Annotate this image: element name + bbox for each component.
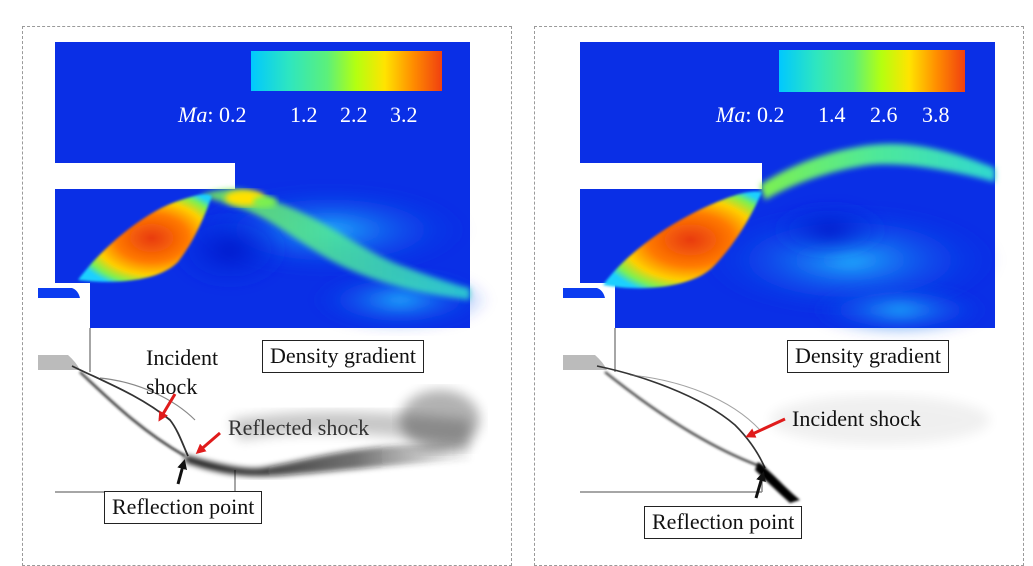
right-reflection-point-label: Reflection point <box>644 506 803 539</box>
left-colorbar-sep: : <box>207 102 214 127</box>
left-colorbar-var: Ma <box>178 102 208 127</box>
right-density-gradient-label: Density gradient <box>787 340 950 373</box>
reflected-shock-arrow <box>195 431 221 454</box>
right-schlieren <box>563 328 990 503</box>
left-density-gradient-label: Density gradient <box>262 340 425 373</box>
left-incident-label-2: shock <box>146 374 198 399</box>
left-colorbar-tick: 3.2 <box>390 102 418 127</box>
left-annotation-arrows <box>158 393 221 485</box>
left-reflection-point-label: Reflection point <box>104 491 263 524</box>
right-colorbar-tick: 2.6 <box>870 102 898 127</box>
reflection-point-arrow-right <box>754 471 766 499</box>
right-incident-shock-label: Incident shock <box>792 406 921 431</box>
left-reflected-shock-label: Reflected shock <box>228 415 370 440</box>
left-colorbar-tick: 1.2 <box>290 102 318 127</box>
left-colorbar-tick: 2.2 <box>340 102 368 127</box>
right-colorbar <box>779 50 965 92</box>
right-colorbar-tick: 0.2 <box>756 102 785 127</box>
right-colorbar-tick: 3.8 <box>922 102 950 127</box>
left-colorbar <box>251 51 442 91</box>
left-colorbar-legend: Ma: 0.2 <box>178 104 246 126</box>
left-incident-label-1: Incident <box>146 345 219 370</box>
figure-canvas <box>38 42 1000 503</box>
right-colorbar-legend: Ma: 0.2 <box>716 104 784 126</box>
right-colorbar-sep: : <box>745 102 752 127</box>
right-colorbar-var: Ma <box>716 102 746 127</box>
right-mach-field <box>563 42 1000 335</box>
right-colorbar-tick: 1.4 <box>818 102 846 127</box>
left-colorbar-tick: 0.2 <box>218 102 247 127</box>
incident-shock-arrow-right <box>745 417 786 438</box>
reflection-point-arrow <box>176 459 187 485</box>
incident-shock-arrow <box>158 393 177 422</box>
right-annotation-arrows <box>745 417 786 499</box>
left-mach-field <box>38 42 490 330</box>
